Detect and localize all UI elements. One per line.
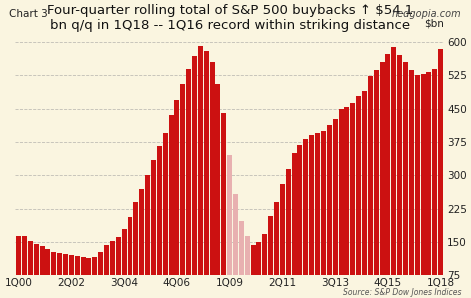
Bar xyxy=(221,113,226,298)
Bar xyxy=(426,72,431,298)
Bar xyxy=(350,103,355,298)
Bar xyxy=(239,221,244,298)
Bar xyxy=(298,145,302,298)
Bar xyxy=(81,257,86,298)
Bar xyxy=(116,237,121,298)
Bar xyxy=(22,236,27,298)
Bar xyxy=(280,184,285,298)
Bar xyxy=(257,242,261,298)
Bar xyxy=(87,258,91,298)
Bar xyxy=(344,107,349,298)
Bar xyxy=(145,175,150,298)
Bar xyxy=(128,218,132,298)
Bar xyxy=(415,75,420,298)
Bar xyxy=(162,133,168,298)
Bar xyxy=(333,119,338,298)
Bar xyxy=(51,252,57,298)
Bar xyxy=(92,257,97,298)
Bar xyxy=(321,131,326,298)
Bar xyxy=(34,244,39,298)
Bar xyxy=(286,169,291,298)
Bar xyxy=(75,256,80,298)
Bar xyxy=(315,133,320,298)
Bar xyxy=(339,109,343,298)
Text: hedgopia.com: hedgopia.com xyxy=(392,9,462,19)
Bar xyxy=(110,241,115,298)
Bar xyxy=(28,241,33,298)
Bar xyxy=(245,236,250,298)
Bar xyxy=(268,216,273,298)
Bar xyxy=(391,47,396,298)
Bar xyxy=(57,253,62,298)
Bar xyxy=(274,202,279,298)
Text: Source: S&P Dow Jones Indices: Source: S&P Dow Jones Indices xyxy=(343,288,462,297)
Bar xyxy=(409,70,414,298)
Bar xyxy=(98,252,103,298)
Bar xyxy=(69,255,74,298)
Text: $bn: $bn xyxy=(424,18,444,29)
Bar xyxy=(421,74,426,298)
Bar xyxy=(151,160,156,298)
Bar xyxy=(174,100,179,298)
Bar xyxy=(380,62,384,298)
Bar xyxy=(397,55,402,298)
Bar xyxy=(210,62,215,298)
Bar xyxy=(368,76,373,298)
Bar xyxy=(63,254,68,298)
Bar xyxy=(385,54,390,298)
Bar xyxy=(356,96,361,298)
Bar xyxy=(122,229,127,298)
Bar xyxy=(16,236,21,298)
Bar xyxy=(139,189,144,298)
Title: Four-quarter rolling total of S&P 500 buybacks ↑ $54.1
bn q/q in 1Q18 -- 1Q16 re: Four-quarter rolling total of S&P 500 bu… xyxy=(47,4,413,32)
Bar xyxy=(169,115,173,298)
Bar xyxy=(327,125,332,298)
Bar xyxy=(309,135,314,298)
Bar xyxy=(204,51,209,298)
Bar xyxy=(403,62,408,298)
Bar xyxy=(438,49,443,298)
Bar xyxy=(198,46,203,298)
Bar xyxy=(157,146,162,298)
Text: Chart 3: Chart 3 xyxy=(9,9,48,19)
Bar xyxy=(186,69,191,298)
Bar xyxy=(233,194,238,298)
Bar xyxy=(374,70,379,298)
Bar xyxy=(432,69,437,298)
Bar xyxy=(133,202,138,298)
Bar xyxy=(215,84,220,298)
Bar xyxy=(262,234,268,298)
Bar xyxy=(292,153,297,298)
Bar xyxy=(303,139,309,298)
Bar xyxy=(40,246,45,298)
Bar xyxy=(251,245,256,298)
Bar xyxy=(362,91,367,298)
Bar xyxy=(227,155,232,298)
Bar xyxy=(104,245,109,298)
Bar xyxy=(192,55,197,298)
Bar xyxy=(180,84,185,298)
Bar xyxy=(45,249,50,298)
